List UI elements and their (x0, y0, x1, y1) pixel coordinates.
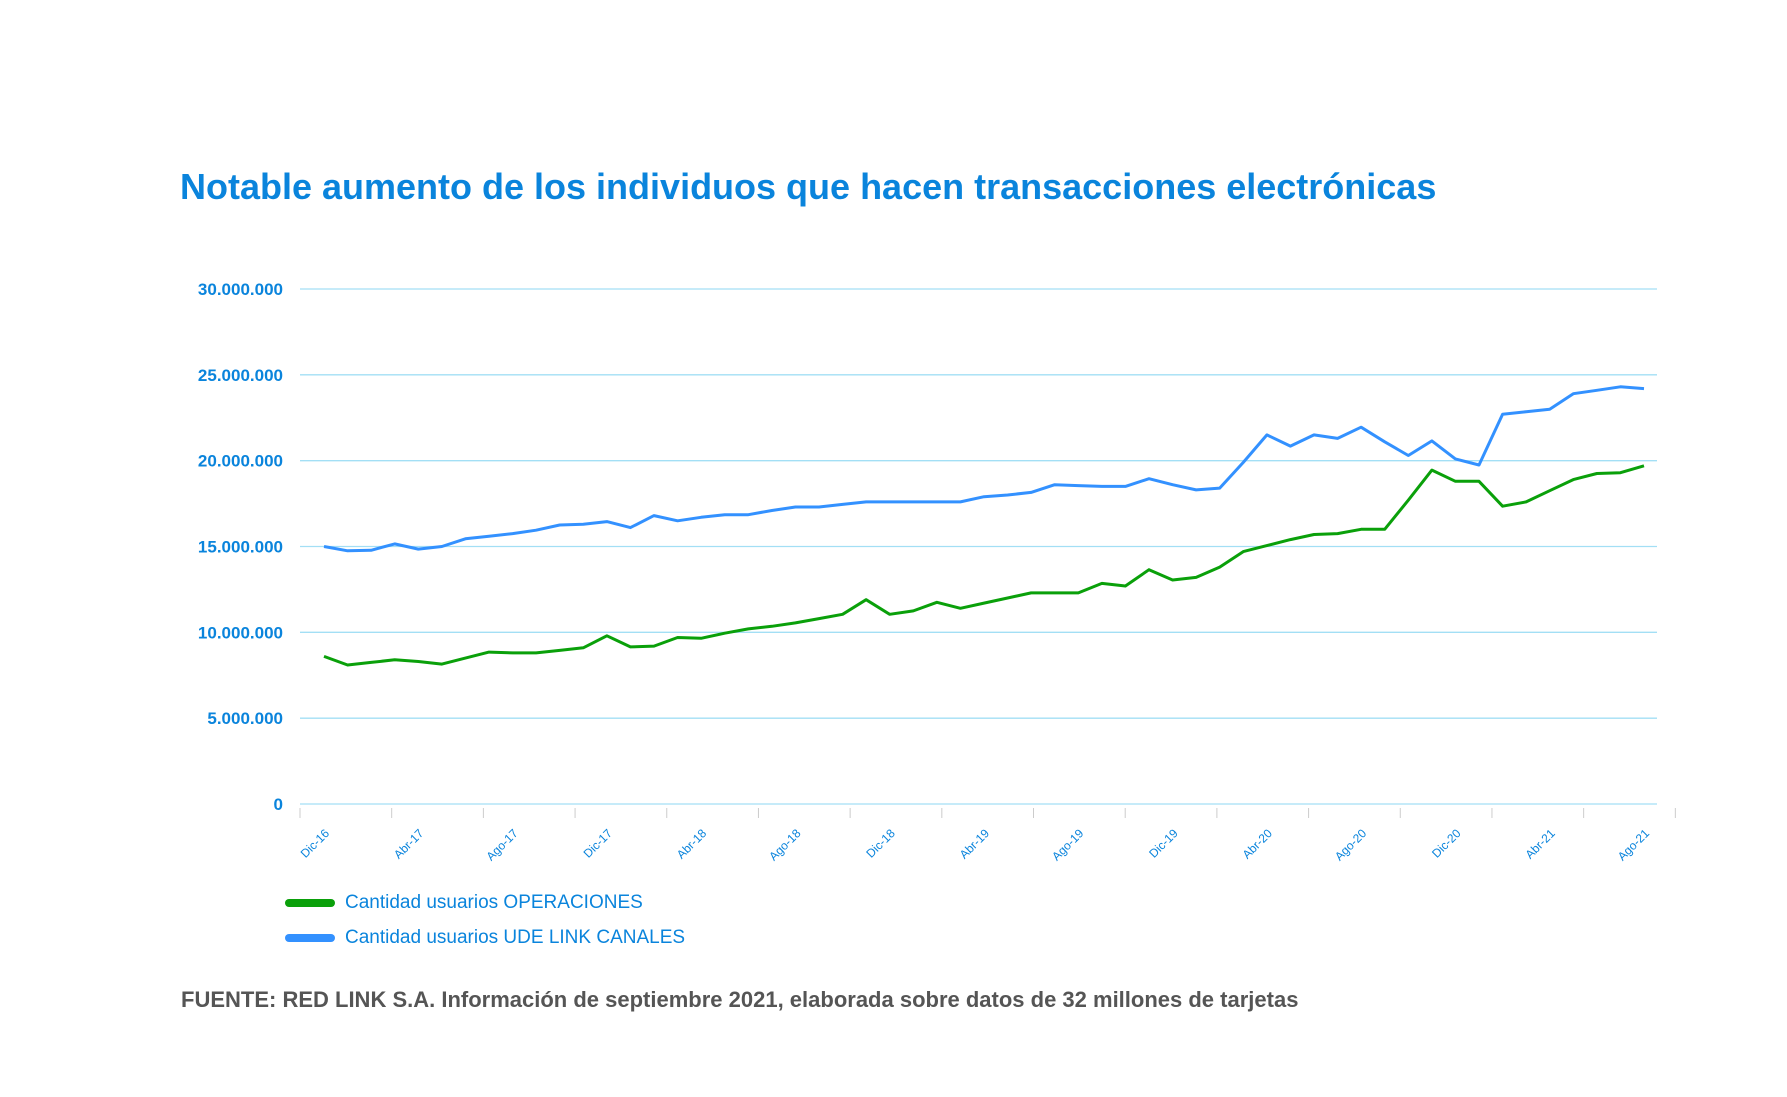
y-tick-label: 25.000.000 (198, 366, 283, 385)
legend-swatch-green (285, 899, 335, 907)
y-tick-label: 15.000.000 (198, 538, 283, 557)
x-tick-label: Dic-17 (581, 826, 616, 861)
legend-swatch-blue (285, 934, 335, 942)
x-tick-label: Ago-20 (1332, 826, 1369, 863)
y-tick-label: 5.000.000 (207, 709, 283, 728)
line-chart: 0 5.000.000 10.000.000 15.000.000 20.000.000… (198, 280, 1676, 863)
x-tick-label: Ago-18 (766, 826, 803, 863)
y-tick-label: 20.000.000 (198, 452, 283, 471)
y-tick-label: 0 (274, 795, 283, 814)
chart-title: Notable aumento de los individuos que ha… (180, 166, 1437, 207)
x-tick-label: Abr-21 (1522, 826, 1558, 862)
x-tick-label: Ago-21 (1615, 826, 1652, 863)
x-tick-label: Abr-18 (674, 826, 710, 862)
x-tick-label: Dic-20 (1429, 826, 1464, 861)
series-line (323, 385, 1645, 553)
x-tick-label: Dic-16 (298, 826, 333, 861)
x-tick-label: Abr-20 (1240, 826, 1276, 862)
source-note: FUENTE: RED LINK S.A. Información de sep… (181, 987, 1299, 1012)
x-tick-label: Dic-19 (1146, 826, 1181, 861)
x-tick-label: Abr-17 (391, 826, 427, 862)
legend-label: Cantidad usuarios OPERACIONES (345, 892, 643, 913)
x-tick-label: Abr-19 (957, 826, 993, 862)
legend-item-operaciones: Cantidad usuarios OPERACIONES (285, 892, 643, 914)
x-tick-label: Ago-17 (483, 826, 520, 863)
y-tick-label: 30.000.000 (198, 280, 283, 299)
legend-label: Cantidad usuarios UDE LINK CANALES (345, 927, 686, 948)
legend-item-canales: Cantidad usuarios UDE LINK CANALES (285, 927, 685, 949)
y-tick-label: 10.000.000 (198, 623, 283, 642)
x-tick-label: Ago-19 (1049, 826, 1086, 863)
x-tick-label: Dic-18 (863, 826, 898, 861)
